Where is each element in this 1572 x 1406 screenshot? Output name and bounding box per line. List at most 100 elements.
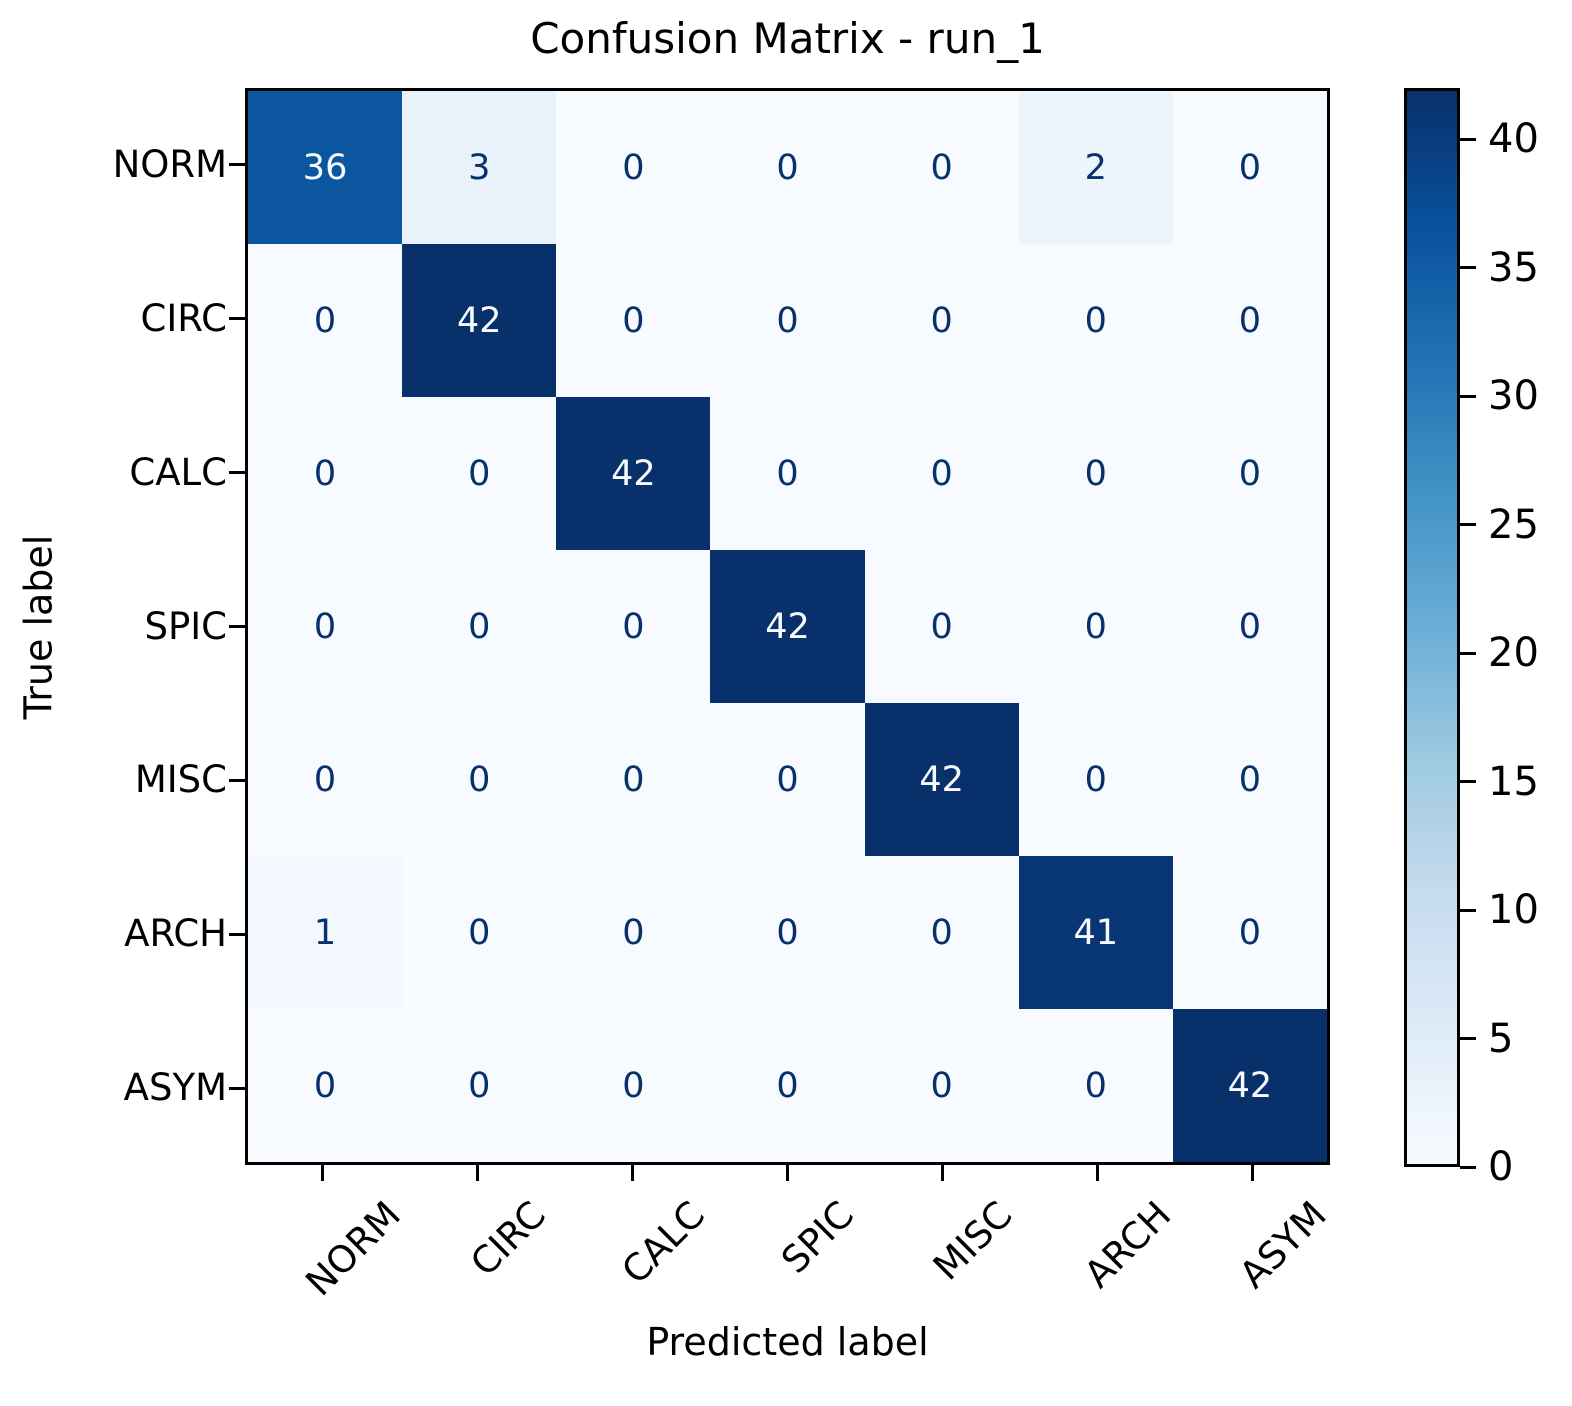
y-tick-mark <box>229 1086 245 1090</box>
cell-value: 41 <box>1073 912 1119 953</box>
cell-value: 0 <box>776 300 799 341</box>
cell-value: 0 <box>776 147 799 188</box>
cell-value: 0 <box>930 453 953 494</box>
colorbar-tick-mark <box>1460 1165 1476 1169</box>
cell-value: 0 <box>930 1065 953 1106</box>
x-tick-mark <box>1096 1165 1099 1181</box>
colorbar-tick-mark <box>1460 137 1476 141</box>
y-tick-mark <box>229 471 245 475</box>
cell-value: 36 <box>302 147 348 188</box>
heatmap-cell: 0 <box>1018 703 1173 856</box>
heatmap-cell: 0 <box>1172 856 1327 1009</box>
heatmap-cell: 0 <box>248 550 403 703</box>
heatmap-cell: 0 <box>864 397 1019 550</box>
x-tick-label: CALC <box>613 1193 713 1293</box>
heatmap-cell: 0 <box>864 244 1019 397</box>
y-tick-label: NORM <box>112 142 227 186</box>
heatmap-cell: 0 <box>864 856 1019 1009</box>
heatmap-cell: 42 <box>710 550 865 703</box>
heatmap-cell: 0 <box>402 856 557 1009</box>
heatmap-grid: 36 3 0 0 0 2 0 0 42 0 0 0 0 0 0 0 42 0 0 0 0 0 0 0 42 0 0 0 0 0 0 0 42 0 0… <box>245 88 1330 1165</box>
heatmap-cell: 42 <box>864 703 1019 856</box>
cell-value: 0 <box>776 912 799 953</box>
y-tick-label: CIRC <box>140 296 227 340</box>
heatmap-cell: 3 <box>402 91 557 244</box>
x-tick-mark <box>941 1165 944 1181</box>
cell-value: 0 <box>622 1065 645 1106</box>
cell-value: 0 <box>1084 453 1107 494</box>
colorbar-tick-label: 5 <box>1488 1015 1514 1062</box>
heatmap-cell: 0 <box>1172 703 1327 856</box>
x-tick-label: NORM <box>297 1193 409 1305</box>
y-tick-label: MISC <box>134 758 227 802</box>
heatmap-cell: 0 <box>402 1009 557 1162</box>
heatmap-cell: 36 <box>248 91 403 244</box>
y-tick-label: CALC <box>129 450 227 494</box>
x-tick-mark <box>1251 1165 1254 1181</box>
heatmap-cell: 0 <box>710 397 865 550</box>
heatmap-cell: 0 <box>556 550 711 703</box>
colorbar-tick-mark <box>1460 780 1476 784</box>
heatmap-cell: 0 <box>864 1009 1019 1162</box>
cell-value: 0 <box>930 300 953 341</box>
y-tick-mark <box>229 625 245 628</box>
x-tick-mark <box>321 1165 324 1181</box>
heatmap-cell: 42 <box>402 244 557 397</box>
x-tick-label: ASYM <box>1231 1193 1335 1297</box>
cell-value: 0 <box>468 453 491 494</box>
heatmap-cell: 2 <box>1018 91 1173 244</box>
heatmap-cell: 1 <box>248 856 403 1009</box>
x-tick-mark <box>631 1165 634 1181</box>
heatmap-cell: 0 <box>1018 397 1173 550</box>
cell-value: 0 <box>313 606 337 647</box>
x-tick-mark <box>476 1165 479 1181</box>
cell-value: 1 <box>313 912 337 953</box>
colorbar-tick-label: 30 <box>1488 373 1539 420</box>
heatmap-cell: 0 <box>248 397 403 550</box>
cell-value: 42 <box>1227 1065 1273 1106</box>
cell-value: 0 <box>468 1065 491 1106</box>
y-tick-label: ARCH <box>124 912 227 956</box>
x-axis-title-text: Predicted label <box>646 1320 929 1364</box>
heatmap-cell: 0 <box>402 550 557 703</box>
colorbar-tick-label: 40 <box>1488 116 1539 163</box>
cell-value: 0 <box>930 147 953 188</box>
colorbar-tick-label: 25 <box>1488 501 1539 548</box>
y-tick-mark <box>229 778 245 782</box>
cell-value: 2 <box>1084 147 1107 188</box>
heatmap-cell: 0 <box>248 244 403 397</box>
cell-value: 0 <box>1238 453 1262 494</box>
cell-value: 0 <box>313 453 337 494</box>
y-tick-mark <box>229 317 245 321</box>
cell-value: 0 <box>313 759 337 800</box>
y-tick-mark <box>229 163 245 167</box>
colorbar <box>1404 88 1460 1167</box>
heatmap-cell: 0 <box>864 91 1019 244</box>
cell-value: 0 <box>776 759 799 800</box>
heatmap-cell: 0 <box>402 397 557 550</box>
heatmap-cell: 0 <box>1018 244 1173 397</box>
x-axis-title: Predicted label <box>245 1320 1330 1364</box>
cell-value: 0 <box>930 606 953 647</box>
cell-value: 0 <box>468 759 491 800</box>
colorbar-tick-label: 35 <box>1488 244 1539 291</box>
cell-value: 0 <box>1084 300 1107 341</box>
cell-value: 0 <box>776 1065 799 1106</box>
cell-value: 0 <box>1238 606 1262 647</box>
heatmap-cell: 0 <box>556 91 711 244</box>
x-tick-label: SPIC <box>773 1193 863 1282</box>
colorbar-tick-label: 20 <box>1488 630 1539 677</box>
x-tick-label: CIRC <box>462 1193 554 1285</box>
heatmap-cell: 0 <box>1018 550 1173 703</box>
cell-value: 42 <box>919 759 964 800</box>
colorbar-tick-mark <box>1460 651 1476 655</box>
cell-value: 0 <box>622 147 645 188</box>
y-tick-label: SPIC <box>144 604 227 648</box>
heatmap-cell: 0 <box>710 244 865 397</box>
heatmap-cell: 0 <box>1172 91 1327 244</box>
cell-value: 0 <box>468 912 491 953</box>
x-tick-label: ARCH <box>1076 1193 1180 1297</box>
heatmap-cell: 0 <box>710 91 865 244</box>
heatmap-cell: 0 <box>1172 244 1327 397</box>
